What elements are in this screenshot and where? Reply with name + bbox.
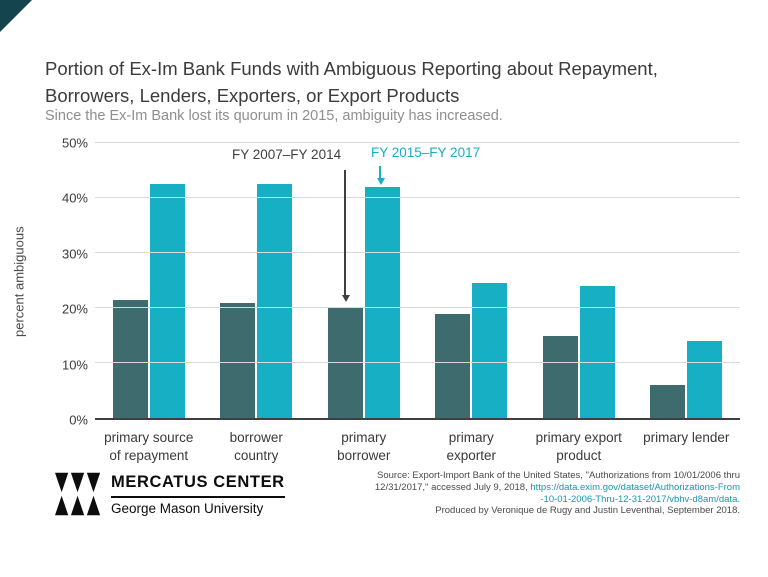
bar-group [418,143,526,418]
logo-text: MERCATUS CENTER George Mason University [111,473,285,516]
logo-title: MERCATUS CENTER [111,472,285,491]
bar-group [525,143,633,418]
bar [257,184,293,418]
gridline [95,252,740,253]
bar-group [203,143,311,418]
y-tick-label: 40% [61,190,88,206]
source-line-2: 12/31/2017," accessed July 9, 2018, [374,481,531,493]
chart-title: Portion of Ex-Im Bank Funds with Ambiguo… [45,58,658,106]
mercatus-logo-mark [55,472,101,516]
logo-divider [111,495,285,498]
y-tick-label: 10% [61,357,88,373]
bar [687,341,723,418]
bar [364,187,400,418]
bar [327,308,363,418]
annotation-arrow-fy2007-2014 [342,170,350,302]
bar-groups [95,143,740,418]
y-tick-label: 30% [61,246,88,262]
x-category-label: borrower country [229,430,283,464]
source-line-4: Produced by Veronique de Rugy and Justin… [435,505,740,517]
mercatus-logo: MERCATUS CENTER George Mason University [55,470,285,518]
bar-group [633,143,741,418]
bar [149,184,185,418]
plot-area [95,142,740,420]
logo-subtitle: George Mason University [111,500,264,516]
bar [435,313,471,418]
bar-group [310,143,418,418]
source-link[interactable]: https://data.exim.gov/dataset/Authorizat… [530,481,740,493]
annotation-label-fy2015-2017: FY 2015–FY 2017 [371,145,481,160]
annotation-label-fy2007-2014: FY 2007–FY 2014 [232,147,342,162]
bar [220,302,256,418]
gridline [95,197,740,198]
y-tick-label: 0% [69,412,88,428]
annotation-arrow-fy2015-2017 [377,166,385,185]
bar [650,385,686,418]
source-link[interactable]: -10-01-2006-Thru-12-31-2017/vbhv-d8am/da… [540,493,740,505]
bar [579,286,615,418]
chart-subtitle: Since the Ex-Im Bank lost its quorum in … [45,108,503,124]
bar [112,299,148,418]
x-category-label: primary exporter [446,430,497,464]
bar [472,283,508,418]
bar [542,335,578,418]
bar-group [95,143,203,418]
x-category-label: primary borrower [337,430,391,464]
y-tick-label: 20% [61,301,88,317]
gridline [95,307,740,308]
gridline [95,142,740,143]
x-axis-labels: primary source of repayment borrower coun… [95,429,740,465]
y-axis-ticks: 0% 10% 20% 30% 40% 50% [38,136,88,428]
y-tick-label: 50% [61,135,88,151]
y-axis-label: percent ambiguous [11,226,27,337]
x-category-label: primary export product [535,430,622,464]
x-category-label: primary lender [643,430,730,445]
x-category-label: primary source of repayment [104,430,194,464]
source-line-1: Source: Export-Import Bank of the United… [377,470,740,481]
gridline [95,362,740,363]
corner-accent [0,0,32,32]
source-note: Source: Export-Import Bank of the United… [310,470,740,517]
